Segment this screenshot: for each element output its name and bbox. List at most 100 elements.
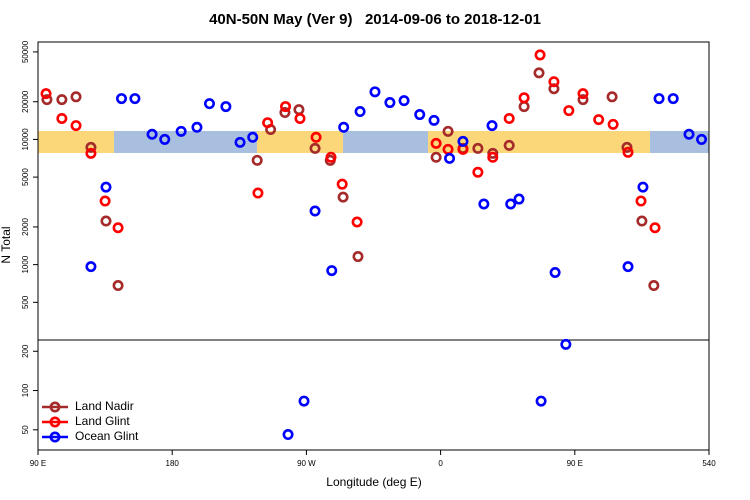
data-point — [563, 105, 575, 117]
data-point — [533, 67, 545, 79]
data-point — [336, 178, 348, 190]
data-point — [70, 120, 82, 132]
data-point — [309, 205, 321, 217]
data-point — [351, 216, 363, 228]
land-band — [38, 131, 114, 153]
data-point — [503, 112, 515, 124]
data-point — [309, 142, 321, 154]
data-point — [577, 94, 589, 106]
data-point — [428, 114, 440, 126]
data-point — [430, 137, 442, 149]
data-point — [649, 222, 661, 234]
data-point — [442, 125, 454, 137]
data-point — [593, 114, 605, 126]
data-point — [129, 93, 141, 105]
data-point — [606, 91, 618, 103]
y-tick-label: 10000 — [21, 128, 30, 151]
data-point — [159, 133, 171, 145]
data-point — [247, 131, 259, 143]
data-point — [99, 195, 111, 207]
data-point — [549, 267, 561, 279]
data-point — [622, 261, 634, 273]
data-point — [369, 86, 381, 98]
data-point — [503, 139, 515, 151]
data-point — [338, 121, 350, 133]
legend-marker — [49, 401, 61, 413]
x-tick-label: 90 E — [567, 459, 583, 468]
chart-title: 40N-50N May (Ver 9) 2014-09-06 to 2018-1… — [209, 11, 541, 28]
data-point — [398, 95, 410, 107]
data-point — [505, 198, 517, 210]
data-point — [430, 151, 442, 163]
data-point — [548, 83, 560, 95]
data-point — [100, 215, 112, 227]
data-point — [280, 101, 292, 113]
data-point — [325, 151, 337, 163]
data-point — [352, 251, 364, 263]
data-point — [560, 338, 572, 350]
data-point — [696, 133, 708, 145]
data-point — [251, 154, 263, 166]
data-point — [621, 141, 633, 153]
data-point — [472, 166, 484, 178]
data-point — [487, 151, 499, 163]
data-point — [146, 128, 158, 140]
legend-label: Land Nadir — [75, 399, 134, 413]
y-axis-label: N Total — [0, 226, 13, 263]
data-point — [518, 92, 530, 104]
data-point — [85, 261, 97, 273]
x-tick-label: 0 — [438, 459, 443, 468]
map-background — [38, 131, 709, 153]
y-tick-label: 200 — [21, 344, 30, 358]
data-point — [56, 112, 68, 124]
data-point — [486, 120, 498, 132]
y-tick-label: 50000 — [21, 40, 30, 63]
data-point — [220, 101, 232, 113]
x-tick-label: 90 E — [30, 459, 46, 468]
x-tick-label: 540 — [702, 459, 716, 468]
data-point — [444, 152, 456, 164]
data-point — [112, 280, 124, 292]
y-tick-label: 1000 — [21, 255, 30, 273]
data-point — [56, 94, 68, 106]
y-tick-label: 5000 — [21, 168, 30, 186]
data-point — [683, 128, 695, 140]
data-point — [175, 125, 187, 137]
data-point — [293, 104, 305, 116]
data-point — [648, 280, 660, 292]
data-point — [384, 97, 396, 109]
data-point — [116, 93, 128, 105]
data-point — [85, 147, 97, 159]
data-point — [513, 193, 525, 205]
data-point — [457, 135, 469, 147]
data-point — [310, 131, 322, 143]
data-point — [41, 94, 53, 106]
data-point — [294, 112, 306, 124]
data-point — [298, 395, 310, 407]
x-tick-label: 90 W — [297, 459, 316, 468]
data-point — [112, 222, 124, 234]
legend-label: Ocean Glint — [75, 429, 139, 443]
data-point — [478, 198, 490, 210]
data-point — [607, 118, 619, 130]
data-point — [635, 195, 647, 207]
data-point — [203, 98, 215, 110]
data-point — [414, 109, 426, 121]
data-point — [100, 181, 112, 193]
data-point — [636, 215, 648, 227]
data-point — [548, 76, 560, 88]
data-point — [487, 147, 499, 159]
data-point — [637, 181, 649, 193]
y-tick-label: 50 — [21, 425, 30, 434]
legend-label: Land Glint — [75, 414, 130, 428]
lower-frame — [37, 339, 710, 451]
land-band — [428, 131, 650, 153]
y-tick-label: 500 — [21, 295, 30, 309]
data-point — [279, 107, 291, 119]
x-tick-label: 180 — [166, 459, 180, 468]
legend-marker — [49, 431, 61, 443]
data-point — [354, 106, 366, 118]
data-point — [252, 187, 264, 199]
y-tick-label: 20000 — [21, 90, 30, 113]
